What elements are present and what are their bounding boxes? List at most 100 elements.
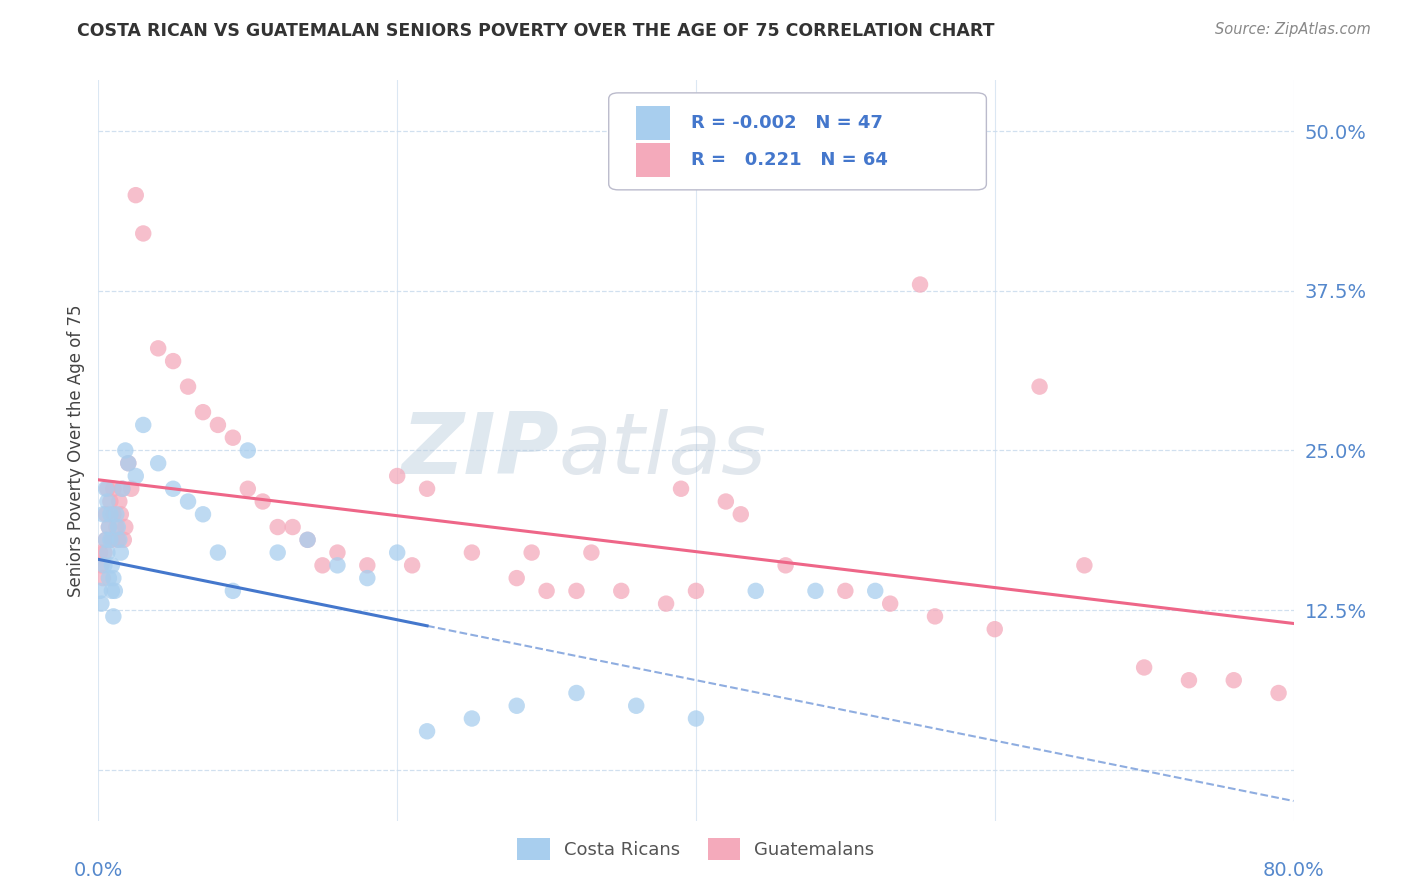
Point (111, 482, 134, 496)
Point (94, 533, 117, 547)
Point (565, 686, 588, 700)
Point (117, 456, 139, 470)
Point (356, 571, 378, 585)
Point (626, 698, 648, 713)
Point (97, 520, 120, 534)
Point (581, 545, 603, 559)
Point (506, 698, 529, 713)
Point (90, 558, 112, 573)
Text: 80.0%: 80.0% (1263, 862, 1324, 880)
Point (103, 482, 125, 496)
Point (96, 494, 118, 508)
Point (297, 533, 319, 547)
Point (98, 494, 122, 508)
Point (114, 520, 136, 534)
Point (177, 379, 200, 393)
Point (385, 545, 409, 559)
Point (93, 545, 115, 559)
Point (745, 583, 768, 598)
Point (401, 558, 423, 573)
Point (107, 533, 129, 547)
Point (108, 494, 131, 508)
Point (91, 508, 114, 522)
Point (97, 571, 120, 585)
Point (107, 520, 129, 534)
Point (96, 545, 118, 559)
Point (108, 533, 131, 547)
Point (416, 724, 439, 739)
Point (520, 545, 543, 559)
Point (94, 533, 117, 547)
Point (105, 508, 128, 522)
Text: Source: ZipAtlas.com: Source: ZipAtlas.com (1215, 22, 1371, 37)
Point (110, 508, 132, 522)
Point (89, 545, 111, 559)
Point (148, 456, 170, 470)
Point (125, 469, 148, 483)
Point (236, 443, 259, 458)
FancyBboxPatch shape (637, 144, 669, 177)
Point (311, 558, 333, 573)
Point (177, 494, 200, 508)
Point (207, 417, 229, 432)
Text: atlas: atlas (558, 409, 766, 492)
Point (91, 571, 114, 585)
Point (565, 583, 588, 598)
Point (1267, 686, 1289, 700)
Point (191, 508, 214, 522)
Point (120, 482, 142, 496)
Point (669, 482, 692, 496)
Point (1028, 379, 1050, 393)
Point (1223, 673, 1246, 688)
Point (730, 508, 752, 522)
Point (236, 482, 259, 496)
Point (461, 545, 484, 559)
Point (536, 583, 558, 598)
Point (924, 609, 946, 624)
Point (416, 482, 439, 496)
Point (148, 342, 170, 356)
Text: R = -0.002   N = 47: R = -0.002 N = 47 (692, 114, 883, 132)
Point (1178, 673, 1201, 688)
Legend: Costa Ricans, Guatemalans: Costa Ricans, Guatemalans (510, 830, 882, 867)
Point (112, 533, 135, 547)
Point (1073, 558, 1095, 573)
Point (267, 520, 290, 534)
Text: ZIP: ZIP (401, 409, 558, 492)
FancyBboxPatch shape (609, 93, 987, 190)
Point (356, 558, 378, 573)
Y-axis label: Seniors Poverty Over the Age of 75: Seniors Poverty Over the Age of 75 (66, 304, 84, 597)
Text: 0.0%: 0.0% (73, 862, 124, 880)
Point (132, 417, 155, 432)
Point (105, 520, 128, 534)
Point (655, 597, 678, 611)
Point (326, 545, 349, 559)
Point (94, 508, 117, 522)
Point (98, 508, 122, 522)
Point (984, 622, 1007, 636)
Point (385, 469, 409, 483)
Point (90, 597, 112, 611)
Point (110, 545, 132, 559)
Point (125, 188, 148, 202)
Point (297, 533, 319, 547)
Point (101, 583, 124, 598)
Point (685, 712, 707, 726)
Text: R =   0.221   N = 64: R = 0.221 N = 64 (692, 152, 889, 169)
Point (98, 533, 122, 547)
Point (191, 405, 214, 419)
Point (252, 494, 274, 508)
Point (104, 583, 127, 598)
Point (114, 443, 136, 458)
Point (222, 583, 245, 598)
Point (775, 558, 797, 573)
Point (103, 508, 125, 522)
Point (267, 545, 290, 559)
Point (865, 583, 887, 598)
Point (111, 482, 134, 496)
Point (93, 558, 115, 573)
Point (610, 583, 633, 598)
Point (834, 583, 856, 598)
Point (1133, 660, 1156, 674)
Point (207, 545, 229, 559)
